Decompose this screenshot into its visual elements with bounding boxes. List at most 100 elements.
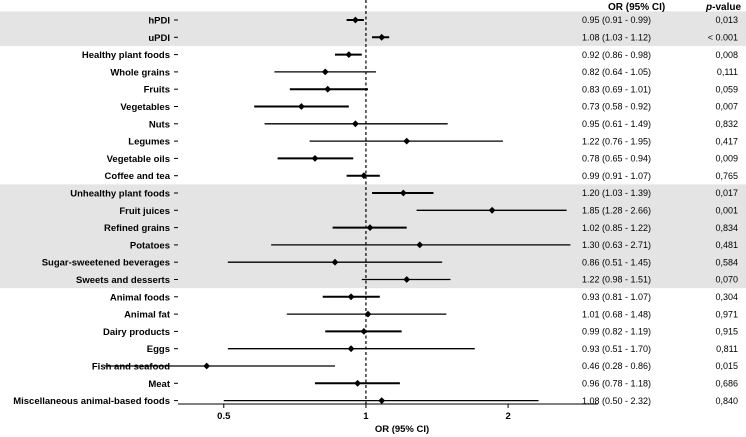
forest-row: Sugar-sweetened beverages 0.86 (0.51 - 1.… bbox=[42, 257, 738, 268]
or-ci-value: 0.86 (0.51 - 1.45) bbox=[582, 257, 651, 267]
or-ci-value: 1.08 (1.03 - 1.12) bbox=[582, 33, 651, 43]
row-label: Fruits bbox=[144, 85, 170, 96]
row-label: uPDI bbox=[148, 33, 170, 44]
or-marker bbox=[366, 224, 374, 231]
forest-row: Whole grains 0.82 (0.64 - 1.05) 0,111 bbox=[110, 67, 738, 78]
p-value-header-suffix: -value bbox=[712, 2, 741, 13]
forest-row: Vegetables 0.73 (0.58 - 0.92) 0,007 bbox=[120, 102, 738, 113]
p-value: 0,481 bbox=[715, 240, 738, 250]
p-value-header: p-value bbox=[705, 2, 741, 13]
or-marker bbox=[403, 137, 411, 145]
row-label: Miscellaneous animal-based foods bbox=[13, 396, 170, 407]
or-ci-value: 0.78 (0.65 - 0.94) bbox=[582, 154, 651, 164]
p-value: 0,971 bbox=[715, 309, 738, 319]
forest-row: Miscellaneous animal-based foods 1.08 (0.… bbox=[13, 396, 738, 407]
or-ci-value: 0.46 (0.28 - 0.86) bbox=[582, 361, 651, 371]
or-ci-value: 1.22 (0.98 - 1.51) bbox=[582, 275, 651, 285]
row-label: Fish and seafood bbox=[92, 362, 170, 373]
forest-row: uPDI 1.08 (1.03 - 1.12) < 0.001 bbox=[148, 33, 738, 44]
or-ci-value: 0.99 (0.91 - 1.07) bbox=[582, 171, 651, 181]
x-tick-label: 1 bbox=[363, 411, 369, 422]
row-label: Vegetables bbox=[120, 102, 170, 113]
p-value: 0,070 bbox=[715, 275, 738, 285]
p-value: 0,304 bbox=[715, 292, 738, 302]
forest-row: Fruits 0.83 (0.69 - 1.01) 0,059 bbox=[144, 84, 738, 95]
p-value: < 0.001 bbox=[708, 33, 738, 43]
forest-row: Meat 0.96 (0.78 - 1.18) 0,686 bbox=[148, 379, 738, 390]
p-value: 0,015 bbox=[715, 361, 738, 371]
or-ci-value: 1.08 (0.50 - 2.32) bbox=[582, 396, 651, 406]
p-value: 0,811 bbox=[716, 344, 738, 354]
or-marker bbox=[416, 241, 424, 249]
p-value: 0,013 bbox=[715, 15, 738, 25]
or-marker bbox=[399, 189, 407, 197]
or-marker bbox=[347, 293, 355, 301]
row-band bbox=[0, 184, 746, 289]
or-marker bbox=[403, 276, 411, 283]
forest-row: Coffee and tea 0.99 (0.91 - 1.07) 0,765 bbox=[105, 171, 738, 182]
p-value: 0,001 bbox=[715, 206, 738, 216]
forest-row: hPDI 0.95 (0.91 - 0.99) 0,013 bbox=[148, 15, 738, 26]
or-marker bbox=[360, 172, 368, 180]
p-value: 0,017 bbox=[715, 188, 738, 198]
row-label: hPDI bbox=[148, 16, 170, 27]
or-ci-value: 1.02 (0.85 - 1.22) bbox=[582, 223, 651, 233]
p-value: 0,832 bbox=[715, 119, 738, 129]
forest-row: Fish and seafood 0.46 (0.28 - 0.86) 0,015 bbox=[92, 361, 738, 372]
or-ci-value: 1.20 (1.03 - 1.39) bbox=[582, 188, 651, 198]
or-marker bbox=[378, 33, 386, 41]
p-value: 0,584 bbox=[715, 257, 738, 267]
row-label: Legumes bbox=[128, 137, 170, 148]
forest-row: Refined grains 1.02 (0.85 - 1.22) 0,834 bbox=[104, 223, 738, 234]
or-marker bbox=[324, 85, 332, 93]
row-label: Meat bbox=[148, 379, 170, 390]
or-ci-value: 1.01 (0.68 - 1.48) bbox=[582, 309, 651, 319]
p-value: 0,840 bbox=[715, 396, 738, 406]
or-marker bbox=[203, 362, 211, 370]
forest-row: Vegetable oils 0.78 (0.65 - 0.94) 0,009 bbox=[107, 154, 738, 165]
row-label: Animal fat bbox=[124, 310, 171, 321]
or-ci-value: 1.22 (0.76 - 1.95) bbox=[582, 136, 651, 146]
or-ci-value: 1.30 (0.63 - 2.71) bbox=[582, 240, 651, 250]
p-value: 0,686 bbox=[715, 379, 738, 389]
or-ci-value: 1.85 (1.28 - 2.66) bbox=[582, 206, 651, 216]
or-marker bbox=[354, 379, 361, 387]
forest-row: Legumes 1.22 (0.76 - 1.95) 0,417 bbox=[128, 136, 738, 147]
p-value: 0,008 bbox=[715, 50, 738, 60]
or-marker bbox=[360, 328, 368, 335]
row-label: Eggs bbox=[147, 344, 170, 355]
or-marker bbox=[352, 120, 359, 128]
p-value: 0,111 bbox=[717, 67, 738, 77]
forest-row: Nuts 0.95 (0.61 - 1.49) 0,832 bbox=[149, 119, 738, 130]
row-label: Sugar-sweetened beverages bbox=[42, 258, 170, 269]
or-ci-value: 0.95 (0.91 - 0.99) bbox=[582, 15, 651, 25]
row-band bbox=[0, 11, 746, 46]
or-marker bbox=[311, 155, 319, 162]
or-ci-value: 0.92 (0.86 - 0.98) bbox=[582, 50, 651, 60]
or-ci-value: 0.82 (0.64 - 1.05) bbox=[582, 67, 651, 77]
row-label: Coffee and tea bbox=[105, 171, 171, 182]
or-ci-value: 0.99 (0.82 - 1.19) bbox=[582, 327, 651, 337]
forest-row: Sweets and desserts 1.22 (0.98 - 1.51) 0,0… bbox=[76, 275, 738, 286]
x-tick-label: 0.5 bbox=[217, 411, 231, 422]
or-ci-header: OR (95% CI) bbox=[608, 2, 665, 13]
row-label: Animal foods bbox=[110, 292, 170, 303]
row-shading bbox=[0, 11, 746, 289]
forest-row: Eggs 0.93 (0.51 - 1.70) 0,811 bbox=[147, 344, 738, 355]
p-value: 0,417 bbox=[715, 136, 738, 146]
row-label: Refined grains bbox=[104, 223, 170, 234]
forest-row: Fruit juices 1.85 (1.28 - 2.66) 0,001 bbox=[119, 206, 738, 217]
x-axis-label: OR (95% CI) bbox=[375, 424, 429, 435]
or-marker bbox=[297, 103, 305, 110]
row-label: Nuts bbox=[149, 119, 170, 130]
forest-row: Animal foods 0.93 (0.81 - 1.07) 0,304 bbox=[110, 292, 738, 303]
p-value: 0,765 bbox=[715, 171, 738, 181]
or-ci-value: 0.93 (0.51 - 1.70) bbox=[582, 344, 651, 354]
or-marker bbox=[378, 397, 386, 404]
row-label: Fruit juices bbox=[119, 206, 170, 217]
x-tick-label: 2 bbox=[505, 411, 510, 422]
p-value: 0,915 bbox=[715, 327, 738, 337]
or-ci-value: 0.73 (0.58 - 0.92) bbox=[582, 102, 651, 112]
or-marker bbox=[331, 258, 339, 266]
